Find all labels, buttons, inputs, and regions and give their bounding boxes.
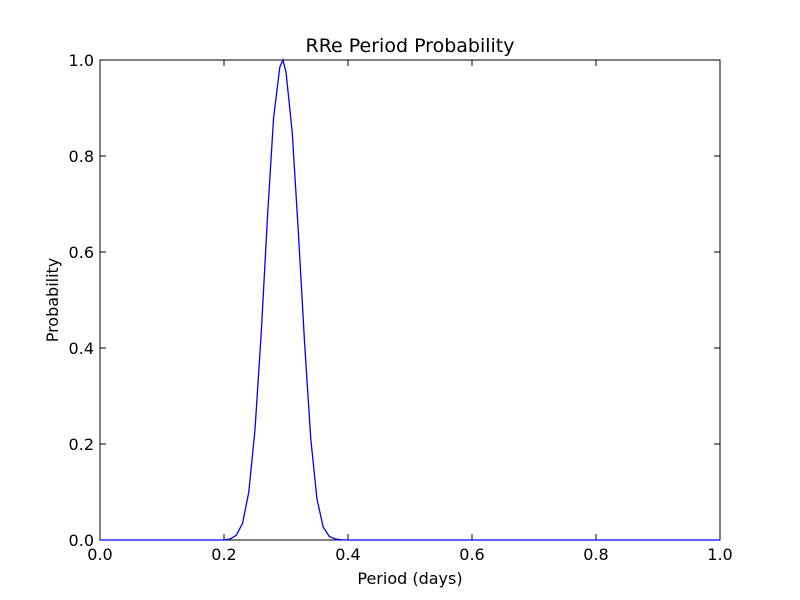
x-axis-label: Period (days)	[357, 569, 462, 588]
y-tick-label: 1.0	[69, 51, 94, 70]
x-tick-label: 0.2	[211, 545, 236, 564]
y-tick-label: 0.0	[69, 531, 94, 550]
y-tick-label: 0.2	[69, 435, 94, 454]
y-tick-label: 0.6	[69, 243, 94, 262]
probability-line	[100, 57, 720, 541]
x-tick-label: 0.0	[87, 545, 112, 564]
chart-title: RRe Period Probability	[306, 35, 515, 57]
x-tick-label: 0.4	[335, 545, 360, 564]
y-tick-label: 0.8	[69, 147, 94, 166]
x-tick-label: 0.6	[459, 545, 484, 564]
y-tick-label: 0.4	[69, 339, 94, 358]
y-axis-label: Probability	[43, 258, 62, 343]
x-tick-label: 0.8	[583, 545, 608, 564]
tick-labels: 0.0 0.2 0.4 0.6 0.8 1.0 0.0 0.2 0.4 0.6 0.8 1.0	[69, 51, 733, 564]
x-tick-label: 1.0	[707, 545, 732, 564]
plot-area	[99, 59, 721, 541]
